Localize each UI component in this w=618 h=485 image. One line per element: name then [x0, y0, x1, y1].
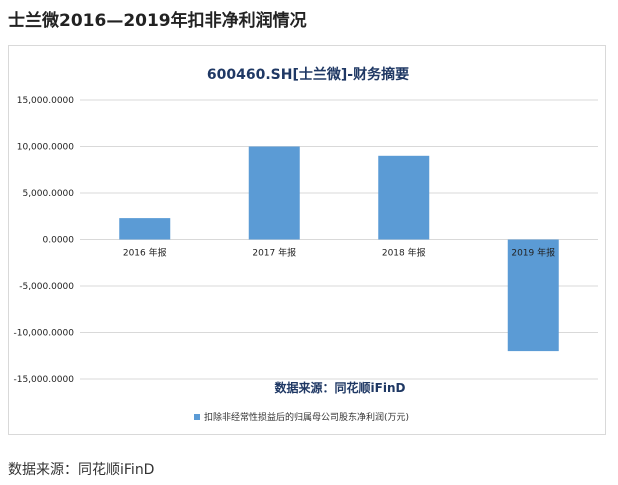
- y-tick-label: -10,000.0000: [13, 329, 74, 339]
- y-tick-label: 15,000.0000: [17, 96, 75, 106]
- bar: [248, 146, 300, 240]
- y-axis-ticks: 15,000.0000 10,000.0000 5,000.0000 0.0000 -5…: [13, 96, 74, 385]
- legend-swatch: [194, 414, 200, 420]
- x-tick-label: 2016 年报: [123, 247, 167, 259]
- x-tick-label: 2017 年报: [252, 247, 296, 259]
- legend-label: 扣除非经常性损益后的归属母公司股东净利润(万元): [204, 411, 409, 423]
- chart-source-note: 数据来源：同花顺iFinD: [275, 380, 406, 395]
- x-tick-label: 2019 年报: [511, 247, 555, 259]
- y-tick-label: 0.0000: [43, 236, 75, 246]
- y-tick-label: 10,000.0000: [17, 143, 75, 153]
- legend: 扣除非经常性损益后的归属母公司股东净利润(万元): [194, 411, 409, 423]
- chart-title: 600460.SH[士兰微]-财务摘要: [207, 66, 409, 83]
- y-tick-label: -15,000.0000: [13, 375, 74, 385]
- bar: [119, 218, 171, 240]
- page-title: 士兰微2016—2019年扣非净利润情况: [8, 11, 307, 31]
- y-tick-label: 5,000.0000: [22, 189, 74, 199]
- x-tick-label: 2018 年报: [382, 247, 426, 259]
- bar: [507, 239, 559, 352]
- x-axis-labels: 2016 年报 2017 年报 2018 年报 2019 年报: [123, 247, 555, 259]
- bars: [119, 146, 559, 352]
- bar: [378, 155, 430, 240]
- footer-source: 数据来源：同花顺iFinD: [8, 462, 155, 478]
- y-tick-label: -5,000.0000: [19, 282, 74, 292]
